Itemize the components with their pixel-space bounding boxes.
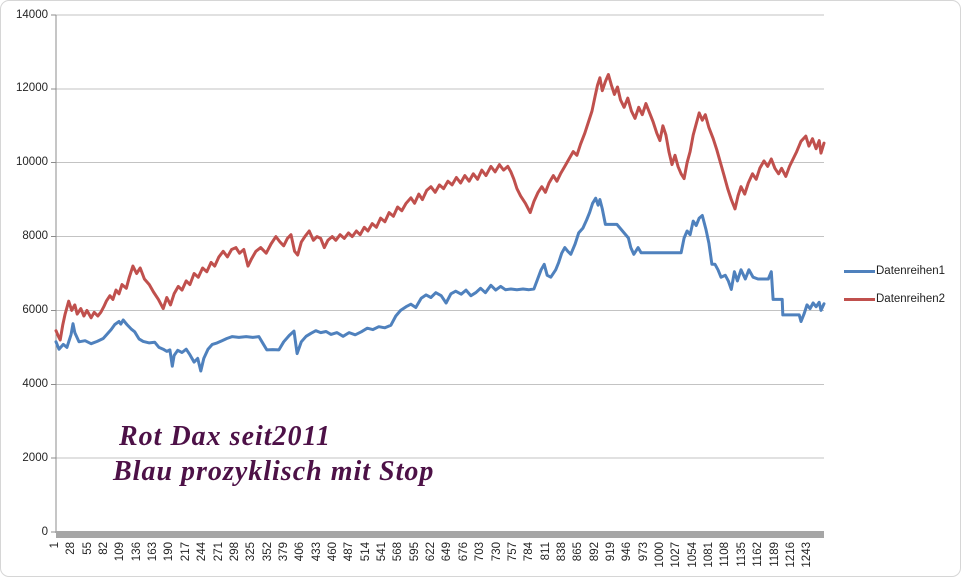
x-axis-label: 595	[408, 542, 421, 562]
x-axis-label: 298	[228, 542, 241, 562]
x-axis-label: 379	[277, 542, 290, 562]
x-axis-label: 1108	[719, 542, 732, 567]
legend-label: Datenreihen2	[876, 293, 946, 305]
y-axis-ticks	[51, 14, 56, 533]
x-axis-label: 1216	[784, 542, 797, 568]
y-axis-label: 8000	[22, 230, 48, 243]
x-axis-label: 1027	[670, 542, 683, 568]
x-axis-label: 541	[376, 542, 389, 562]
y-axis-label: 12000	[16, 82, 48, 95]
datenreihen2-series-line[interactable]	[54, 73, 826, 342]
x-axis-label: 460	[327, 542, 339, 562]
x-axis-label: 217	[179, 542, 192, 562]
y-axis-label: 0	[41, 525, 48, 538]
datenreihen1-series-line[interactable]	[54, 196, 826, 373]
annotation-text-red[interactable]: Rot Dax seit2011	[119, 421, 332, 452]
x-axis-label: 973	[637, 542, 650, 562]
x-axis-label: 1	[49, 542, 61, 549]
datenreihen1-line-swatch	[844, 269, 875, 273]
legend-item-datenreihen1[interactable]: Datenreihen1	[844, 261, 945, 281]
x-axis-label: 946	[621, 542, 634, 562]
x-axis-label: 433	[310, 542, 323, 562]
x-axis-label: 109	[114, 542, 127, 562]
x-axis-label: 514	[359, 542, 372, 562]
x-axis-label: 919	[605, 542, 617, 562]
x-axis-label: 703	[474, 542, 487, 562]
x-axis-label: 730	[490, 542, 503, 562]
gridlines	[56, 14, 824, 459]
x-axis-label: 487	[343, 542, 356, 562]
x-axis-label: 1243	[801, 542, 814, 568]
x-axis-label: 55	[81, 542, 94, 555]
x-axis-bar[interactable]	[56, 531, 824, 538]
datenreihen2-line-swatch	[844, 297, 875, 301]
x-axis-label: 1189	[768, 542, 781, 567]
x-axis-label: 1000	[654, 542, 667, 568]
y-axis-label: 14000	[16, 8, 48, 21]
x-axis-label: 271	[212, 542, 225, 562]
x-axis-label: 244	[196, 542, 209, 562]
x-axis-label: 1135	[735, 542, 748, 567]
x-axis-label: 163	[147, 542, 160, 562]
x-axis-label: 568	[392, 542, 405, 562]
x-axis-label: 757	[506, 542, 519, 562]
legend[interactable]: Datenreihen1 Datenreihen2	[844, 261, 945, 317]
x-axis-label: 649	[441, 542, 454, 562]
y-axis-label: 6000	[22, 303, 48, 316]
x-axis-label: 622	[425, 542, 438, 562]
x-axis-label: 838	[555, 542, 568, 562]
legend-label: Datenreihen1	[876, 265, 946, 277]
y-axis-label: 10000	[16, 156, 48, 169]
y-axis-label: 2000	[22, 451, 48, 464]
x-axis-label: 190	[163, 542, 176, 562]
x-axis-label: 865	[572, 542, 585, 562]
x-axis-label: 784	[523, 542, 536, 562]
x-axis-label: 28	[65, 542, 78, 555]
x-axis-label: 136	[130, 542, 143, 562]
x-axis-label: 1054	[686, 542, 699, 568]
legend-item-datenreihen2[interactable]: Datenreihen2	[844, 289, 945, 309]
x-axis-label: 352	[261, 542, 274, 562]
x-axis-label: 1081	[703, 542, 716, 568]
x-axis-label: 676	[457, 542, 470, 562]
x-axis-label: 1162	[752, 542, 765, 567]
x-axis-label: 892	[588, 542, 601, 562]
x-axis-label: 406	[294, 542, 307, 562]
x-axis-label: 325	[245, 542, 258, 562]
annotation-text-blue[interactable]: Blau prozyklisch mit Stop	[113, 456, 435, 487]
y-axis-label: 4000	[22, 377, 48, 390]
x-axis-label: 82	[98, 542, 111, 555]
x-axis-label: 811	[539, 542, 552, 561]
